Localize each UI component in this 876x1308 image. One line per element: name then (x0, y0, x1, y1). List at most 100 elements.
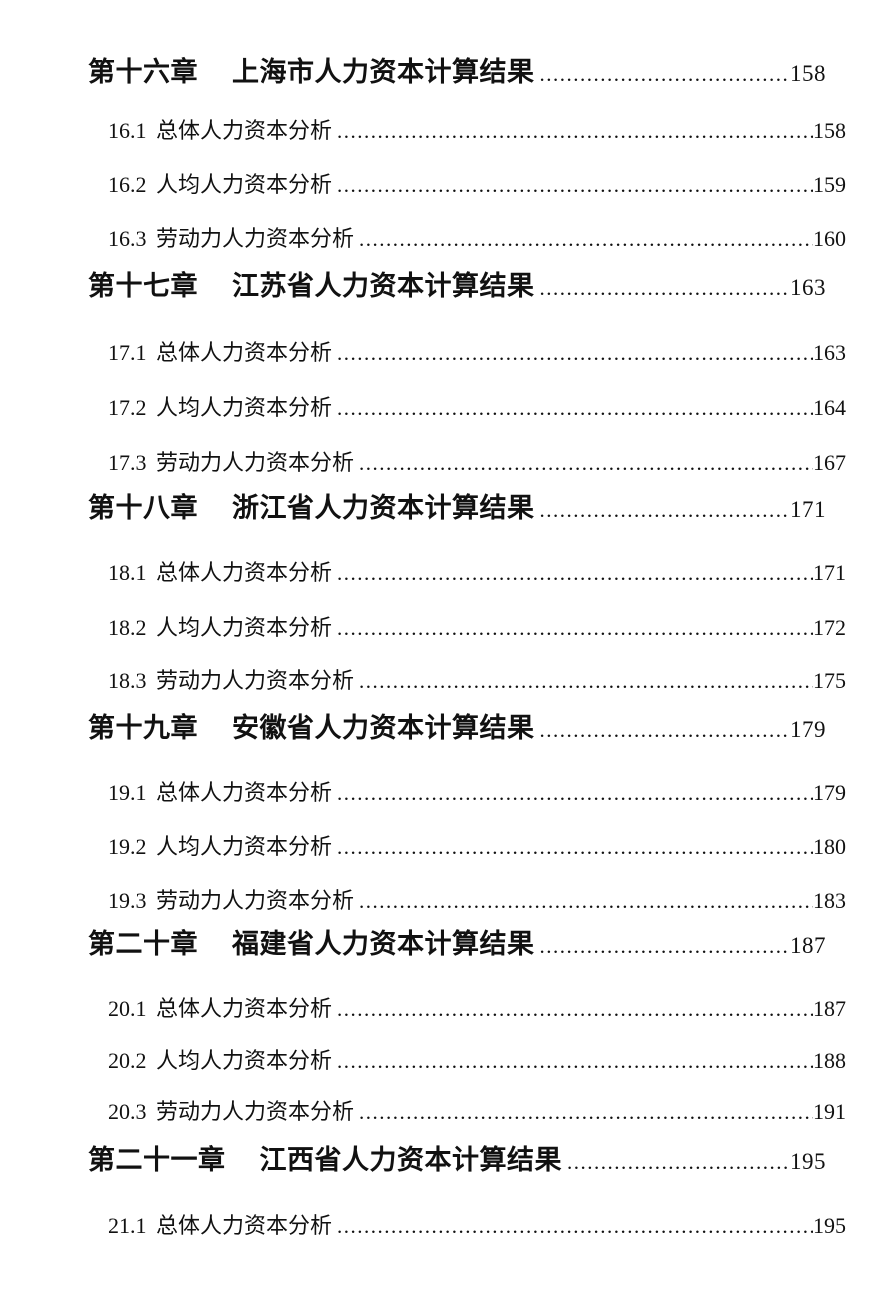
chapter-title: 福建省人力资本计算结果 (232, 929, 535, 959)
section-title: 人均人力资本分析 (156, 172, 333, 197)
page-number: 195 (790, 1149, 826, 1174)
chapter-number: 第二十一章 (88, 1145, 226, 1175)
toc-section-entry-18-2[interactable]: 18.2 人均人力资本分析 ..........................… (88, 613, 846, 643)
section-title: 劳动力人力资本分析 (156, 668, 355, 693)
section-title: 总体人力资本分析 (156, 780, 333, 805)
page-number: 183 (813, 888, 846, 913)
section-title: 劳动力人力资本分析 (156, 888, 355, 913)
toc-section-entry-17-3[interactable]: 17.3 劳动力人力资本分析 .........................… (88, 448, 846, 478)
section-number: 16.1 (108, 118, 147, 143)
toc-section-entry-16-3[interactable]: 16.3 劳动力人力资本分析 .........................… (88, 224, 846, 254)
dot-leader: ........................................… (359, 451, 813, 475)
toc-section-entry-20-3[interactable]: 20.3 劳动力人力资本分析 .........................… (88, 1097, 846, 1127)
page-number: 191 (813, 1099, 846, 1124)
page-number: 179 (790, 717, 826, 742)
page-number: 180 (813, 834, 846, 859)
section-number: 17.2 (108, 395, 147, 420)
section-number: 18.2 (108, 615, 147, 640)
page-number: 167 (813, 450, 846, 475)
chapter-number: 第十九章 (88, 713, 198, 743)
dot-leader: ........................................… (359, 669, 813, 693)
toc-section-entry-20-2[interactable]: 20.2 人均人力资本分析 ..........................… (88, 1046, 846, 1076)
chapter-title: 安徽省人力资本计算结果 (232, 713, 535, 743)
dot-leader: ........................................… (337, 781, 813, 805)
toc-chapter-entry-16[interactable]: 第十六章 上海市人力资本计算结果 .......................… (88, 54, 826, 92)
section-title: 人均人力资本分析 (156, 834, 333, 859)
page-number: 187 (790, 933, 826, 958)
dot-leader: ........................................… (539, 718, 791, 742)
toc-section-entry-20-1[interactable]: 20.1 总体人力资本分析 ..........................… (88, 994, 846, 1024)
dot-leader: ........................................… (337, 616, 813, 640)
section-title: 总体人力资本分析 (156, 340, 333, 365)
page-number: 188 (813, 1048, 846, 1073)
page-number: 163 (790, 275, 826, 300)
section-number: 19.2 (108, 834, 147, 859)
toc-section-entry-16-2[interactable]: 16.2 人均人力资本分析 ..........................… (88, 170, 846, 200)
toc-section-entry-19-2[interactable]: 19.2 人均人力资本分析 ..........................… (88, 832, 846, 862)
page-number: 175 (813, 668, 846, 693)
page-number: 158 (790, 61, 826, 86)
section-number: 20.3 (108, 1099, 147, 1124)
dot-leader: ........................................… (539, 934, 791, 958)
chapter-title: 江苏省人力资本计算结果 (232, 271, 535, 301)
toc-chapter-entry-20[interactable]: 第二十章 福建省人力资本计算结果 .......................… (88, 926, 826, 964)
page-number: 171 (813, 560, 846, 585)
dot-leader: ........................................… (337, 1049, 813, 1073)
section-title: 人均人力资本分析 (156, 615, 333, 640)
toc-chapter-entry-18[interactable]: 第十八章 浙江省人力资本计算结果 .......................… (88, 490, 826, 528)
dot-leader: ........................................… (359, 889, 813, 913)
dot-leader: ........................................… (337, 396, 813, 420)
chapter-title: 江西省人力资本计算结果 (259, 1145, 562, 1175)
chapter-number: 第十七章 (88, 271, 198, 301)
toc-section-entry-19-1[interactable]: 19.1 总体人力资本分析 ..........................… (88, 778, 846, 808)
chapter-number: 第十六章 (88, 57, 198, 87)
section-title: 总体人力资本分析 (156, 996, 333, 1021)
section-number: 20.2 (108, 1048, 147, 1073)
toc-section-entry-18-3[interactable]: 18.3 劳动力人力资本分析 .........................… (88, 666, 846, 696)
page-number: 195 (813, 1213, 846, 1238)
section-title: 人均人力资本分析 (156, 1048, 333, 1073)
page-number: 171 (790, 497, 826, 522)
dot-leader: ........................................… (539, 62, 791, 86)
dot-leader: ........................................… (337, 341, 813, 365)
toc-chapter-entry-19[interactable]: 第十九章 安徽省人力资本计算结果 .......................… (88, 710, 826, 748)
page-number: 187 (813, 996, 846, 1021)
section-title: 总体人力资本分析 (156, 118, 333, 143)
dot-leader: ........................................… (337, 835, 813, 859)
section-title: 总体人力资本分析 (156, 560, 333, 585)
section-number: 16.2 (108, 172, 147, 197)
chapter-title: 浙江省人力资本计算结果 (232, 493, 535, 523)
toc-section-entry-17-2[interactable]: 17.2 人均人力资本分析 ..........................… (88, 393, 846, 423)
toc-section-entry-16-1[interactable]: 16.1 总体人力资本分析 ..........................… (88, 116, 846, 146)
dot-leader: ........................................… (337, 561, 813, 585)
page-number: 159 (813, 172, 846, 197)
toc-chapter-entry-21[interactable]: 第二十一章 江西省人力资本计算结果 ......................… (88, 1142, 826, 1180)
chapter-title: 上海市人力资本计算结果 (232, 57, 535, 87)
section-number: 17.3 (108, 450, 147, 475)
page-number: 163 (813, 340, 846, 365)
section-number: 18.1 (108, 560, 147, 585)
page-number: 179 (813, 780, 846, 805)
dot-leader: ........................................… (359, 1100, 813, 1124)
toc-section-entry-17-1[interactable]: 17.1 总体人力资本分析 ..........................… (88, 338, 846, 368)
section-title: 劳动力人力资本分析 (156, 450, 355, 475)
page-number: 160 (813, 226, 846, 251)
page-number: 164 (813, 395, 846, 420)
section-number: 17.1 (108, 340, 147, 365)
section-title: 劳动力人力资本分析 (156, 226, 355, 251)
section-title: 劳动力人力资本分析 (156, 1099, 355, 1124)
toc-chapter-entry-17[interactable]: 第十七章 江苏省人力资本计算结果 .......................… (88, 268, 826, 306)
section-number: 19.3 (108, 888, 147, 913)
section-number: 19.1 (108, 780, 147, 805)
section-title: 总体人力资本分析 (156, 1213, 333, 1238)
section-number: 21.1 (108, 1213, 147, 1238)
section-number: 16.3 (108, 226, 147, 251)
toc-section-entry-18-1[interactable]: 18.1 总体人力资本分析 ..........................… (88, 558, 846, 588)
dot-leader: ........................................… (359, 227, 813, 251)
dot-leader: ........................................… (337, 173, 813, 197)
dot-leader: ........................................… (337, 997, 813, 1021)
toc-section-entry-19-3[interactable]: 19.3 劳动力人力资本分析 .........................… (88, 886, 846, 916)
toc-section-entry-21-1[interactable]: 21.1 总体人力资本分析 ..........................… (88, 1211, 846, 1241)
dot-leader: ........................................… (539, 498, 791, 522)
